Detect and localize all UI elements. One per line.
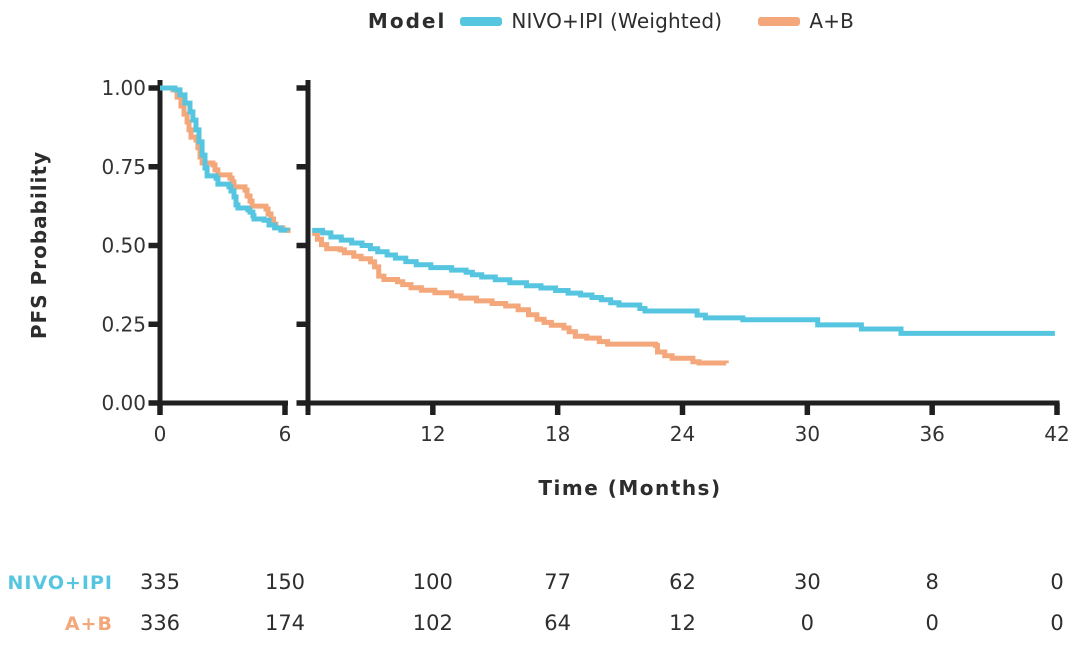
risk-count: 12 xyxy=(669,611,696,635)
legend-item-a-plus-b: A+B xyxy=(758,9,854,33)
x-tick-label: 42 xyxy=(1044,422,1069,446)
legend-item-label: NIVO+IPI (Weighted) xyxy=(511,9,723,33)
risk-count: 64 xyxy=(544,611,572,635)
risk-count: 77 xyxy=(544,570,572,594)
risk-count: 0 xyxy=(800,611,815,635)
y-tick-label: 0.75 xyxy=(101,155,146,179)
legend-title: Model xyxy=(367,9,447,33)
x-tick-label: 30 xyxy=(795,422,820,446)
nivo-ipi-line-swatch-icon xyxy=(460,16,503,26)
risk-count: 336 xyxy=(139,611,181,635)
y-tick-label: 0.50 xyxy=(101,234,146,258)
legend: Model NIVO+IPI (Weighted) A+B xyxy=(160,9,1062,33)
risk-table-row-nivo-ipi: NIVO+IPI 335 150 100 77 62 30 8 0 xyxy=(0,570,1080,598)
km-chart: 1.00 0.75 0.50 0.25 0.00 0 6 12 18 24 30 36 42 xyxy=(101,76,1069,446)
risk-count: 0 xyxy=(1050,570,1064,594)
risk-count: 102 xyxy=(412,611,453,635)
x-tick-label: 18 xyxy=(545,422,570,446)
risk-count: 30 xyxy=(793,570,821,594)
risk-row-label: A+B xyxy=(64,613,113,635)
y-tick-label: 1.00 xyxy=(101,76,146,100)
a-plus-b-line-swatch-icon xyxy=(758,16,801,26)
x-tick-label: 24 xyxy=(670,422,695,446)
risk-count: 100 xyxy=(412,570,453,594)
risk-row-label: NIVO+IPI xyxy=(7,572,113,594)
y-tick-label: 0.00 xyxy=(101,391,146,415)
risk-count: 335 xyxy=(139,570,181,594)
x-tick-label: 6 xyxy=(279,422,292,446)
y-tick-label: 0.25 xyxy=(101,312,146,336)
risk-table-row-a-plus-b: A+B 336 174 102 64 12 0 0 0 xyxy=(0,611,1080,639)
x-tick-label: 36 xyxy=(919,422,944,446)
risk-count: 62 xyxy=(669,570,696,594)
risk-count: 8 xyxy=(925,570,939,594)
risk-count: 0 xyxy=(925,611,939,635)
legend-item-nivo-ipi-weighted: NIVO+IPI (Weighted) xyxy=(460,9,722,33)
risk-count: 0 xyxy=(1050,611,1064,635)
legend-item-label: A+B xyxy=(809,9,855,33)
risk-count: 150 xyxy=(264,570,306,594)
km-curve-a-plus-b xyxy=(160,85,291,233)
x-tick-label: 0 xyxy=(154,422,167,446)
x-tick-label: 12 xyxy=(420,422,445,446)
km-curve-a-plus-b xyxy=(312,231,729,366)
x-axis-title: Time (Months) xyxy=(538,476,722,500)
risk-count: 174 xyxy=(264,611,306,635)
y-axis-title: PFS Probability xyxy=(27,150,51,340)
km-curve-nivo-ipi-weighted xyxy=(160,85,290,233)
km-curve-nivo-ipi-weighted xyxy=(312,227,1055,336)
